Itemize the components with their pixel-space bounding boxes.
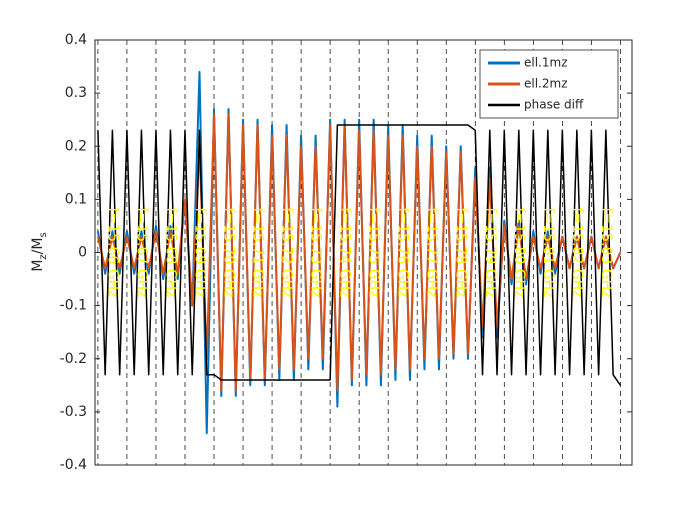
frequency-annotation: f=15.80 GHz: [511, 208, 527, 298]
y-label-part: M: [30, 260, 46, 272]
frequency-annotation: f=15.83 GHz: [598, 208, 614, 298]
frequency-annotation: f=15.75 GHz: [366, 208, 382, 298]
y-tick-label: 0.1: [65, 191, 87, 207]
legend-label: ell.1mz: [524, 56, 568, 70]
frequency-annotation: f=15.70 GHz: [221, 208, 237, 298]
y-axis-label: Mz/Ms: [30, 232, 49, 271]
legend-label: phase diff: [524, 98, 584, 112]
y-tick-label: 0: [78, 245, 87, 261]
y-tick-label: -0.1: [60, 298, 87, 314]
frequency-annotation: f=15.78 GHz: [453, 208, 469, 298]
legend-label: ell.2mz: [524, 77, 568, 91]
series-line: [97, 124, 622, 386]
series-line: [96, 113, 622, 392]
frequency-annotation: f=15.77 GHz: [424, 208, 440, 298]
frequency-annotation: f=15.74 GHz: [337, 208, 353, 298]
y-tick-label: 0.2: [65, 138, 87, 154]
frequency-annotation: f=15.73 GHz: [308, 208, 324, 298]
frequency-annotation: f=15.76 GHz: [395, 208, 411, 298]
frequency-annotation: f=15.72 GHz: [279, 208, 295, 298]
frequency-annotation: f=15.71 GHz: [250, 208, 266, 298]
frequency-annotation: f=15.66 GHz: [104, 208, 120, 298]
y-tick-label: -0.3: [60, 404, 87, 420]
y-tick-label: -0.4: [60, 457, 87, 473]
frequency-annotation: f=15.82 GHz: [569, 208, 585, 298]
frequency-annotation: f=15.68 GHz: [162, 208, 178, 298]
frequency-annotation: f=15.67 GHz: [133, 208, 149, 298]
plot-frame: [94, 39, 633, 466]
frequency-annotation: f=15.79 GHz: [482, 208, 498, 298]
y-label-part: z: [38, 254, 49, 259]
y-tick-label: 0.3: [65, 85, 87, 101]
y-label-part: s: [38, 232, 49, 237]
frequency-annotation: f=15.81 GHz: [540, 208, 556, 298]
frequency-annotation: f=15.69 GHz: [191, 208, 207, 298]
y-tick-label: -0.2: [60, 351, 87, 367]
y-tick-label: 0.4: [65, 32, 87, 48]
y-label-part: /M: [30, 238, 46, 255]
